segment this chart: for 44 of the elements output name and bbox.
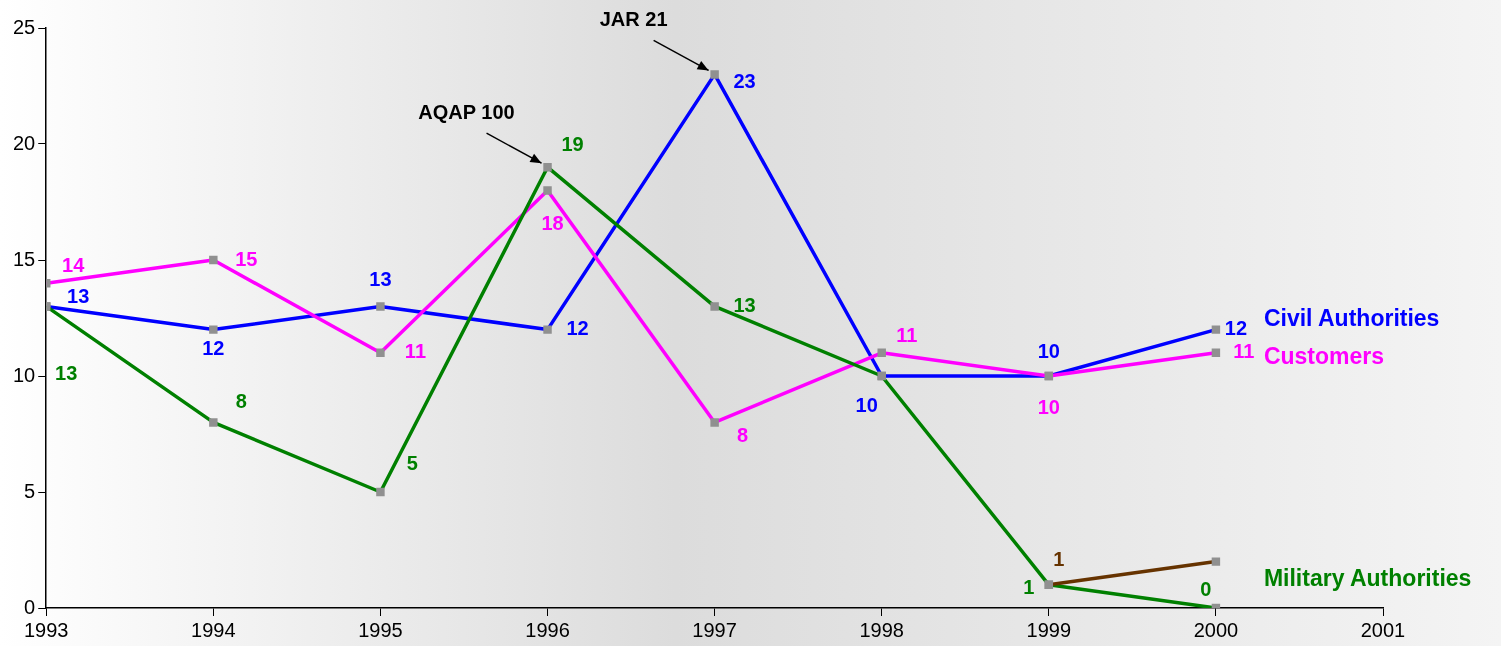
annotation: AQAP 100 (418, 100, 515, 123)
data-label: 12 (1224, 317, 1248, 340)
data-label: 11 (896, 324, 918, 347)
x-tick-label: 1997 (692, 618, 737, 641)
data-label: 8 (235, 389, 247, 412)
y-tick-label: 0 (24, 595, 36, 618)
data-label: 13 (67, 284, 90, 307)
y-tick-label: 10 (13, 363, 36, 386)
data-label: 18 (541, 211, 564, 234)
data-label: 13 (55, 361, 78, 384)
x-tick-label: 1996 (525, 618, 570, 641)
y-tick-label: 20 (13, 131, 36, 154)
x-tick-label: 1995 (358, 618, 403, 641)
data-label: 5 (406, 451, 418, 474)
x-tick-label: 1998 (859, 618, 904, 641)
data-label: 15 (235, 247, 258, 270)
x-tick-label: 1999 (1026, 618, 1072, 641)
data-label: 13 (733, 293, 756, 316)
data-label: 23 (733, 69, 756, 92)
series-label: Customers (1263, 343, 1385, 370)
annotation: JAR 21 (599, 7, 668, 30)
data-label: 0 (1200, 577, 1212, 600)
data-label: 11 (1233, 340, 1255, 363)
data-label: 13 (369, 267, 392, 290)
y-tick-label: 15 (13, 247, 36, 270)
series-label: Civil Authorities (1263, 304, 1440, 331)
data-label: 10 (1037, 395, 1060, 418)
data-label: 12 (566, 317, 589, 340)
data-label: 19 (561, 132, 584, 155)
y-tick-label: 25 (13, 15, 36, 38)
data-label: 10 (855, 393, 878, 416)
data-label: 1 (1023, 576, 1035, 599)
x-tick-label: 2000 (1193, 618, 1239, 641)
data-label: 10 (1037, 339, 1060, 362)
data-label: 12 (202, 337, 225, 360)
text: Military Authorities (1263, 565, 1472, 592)
x-tick-label: 2001 (1360, 618, 1406, 641)
data-label: 14 (62, 253, 86, 276)
data-label: 8 (737, 423, 749, 446)
data-label: 1 (1053, 548, 1065, 571)
x-tick-label: 1994 (191, 618, 236, 641)
y-tick-label: 5 (24, 479, 36, 502)
x-tick-label: 1993 (24, 618, 69, 641)
data-label: 11 (404, 340, 427, 363)
